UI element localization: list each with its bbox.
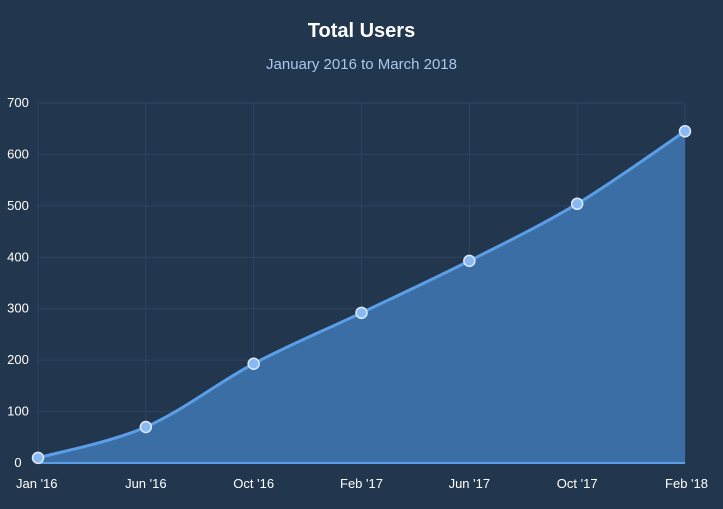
data-point[interactable] — [31, 451, 45, 465]
y-tick-label: 400 — [7, 249, 29, 264]
x-tick-label: Feb '18 — [665, 476, 708, 491]
data-point[interactable] — [247, 357, 260, 370]
x-tick-label: Jan '16 — [16, 476, 58, 491]
data-point[interactable] — [570, 197, 584, 211]
chart-title: Total Users — [307, 20, 416, 42]
y-tick-label: 100 — [7, 404, 29, 419]
y-tick-label: 200 — [7, 352, 29, 367]
y-tick-label: 0 — [14, 455, 21, 470]
x-tick-label: Oct '17 — [557, 476, 598, 491]
data-point[interactable] — [678, 125, 692, 138]
data-point[interactable] — [139, 420, 153, 434]
y-tick-label: 300 — [7, 301, 29, 316]
y-tick-label: 600 — [7, 146, 29, 161]
x-tick-label: Jun '17 — [449, 476, 491, 491]
x-tick-label: Jun '16 — [125, 476, 167, 491]
y-axis-ticks: 0 100 200 300 400 500 600 700 — [7, 95, 29, 470]
chart-subtitle: January 2016 to March 2018 — [266, 56, 457, 73]
x-tick-label: Oct '16 — [233, 476, 274, 491]
area-fill — [38, 131, 685, 464]
y-tick-label: 700 — [7, 95, 29, 110]
data-markers — [31, 125, 692, 465]
x-tick-label: Feb '17 — [340, 476, 383, 491]
y-tick-label: 500 — [7, 198, 29, 213]
data-point[interactable] — [355, 306, 368, 320]
x-axis-ticks: Jan '16 Jun '16 Oct '16 Feb '17 Jun '17 Oct '… — [16, 476, 708, 491]
data-point[interactable] — [463, 254, 476, 268]
